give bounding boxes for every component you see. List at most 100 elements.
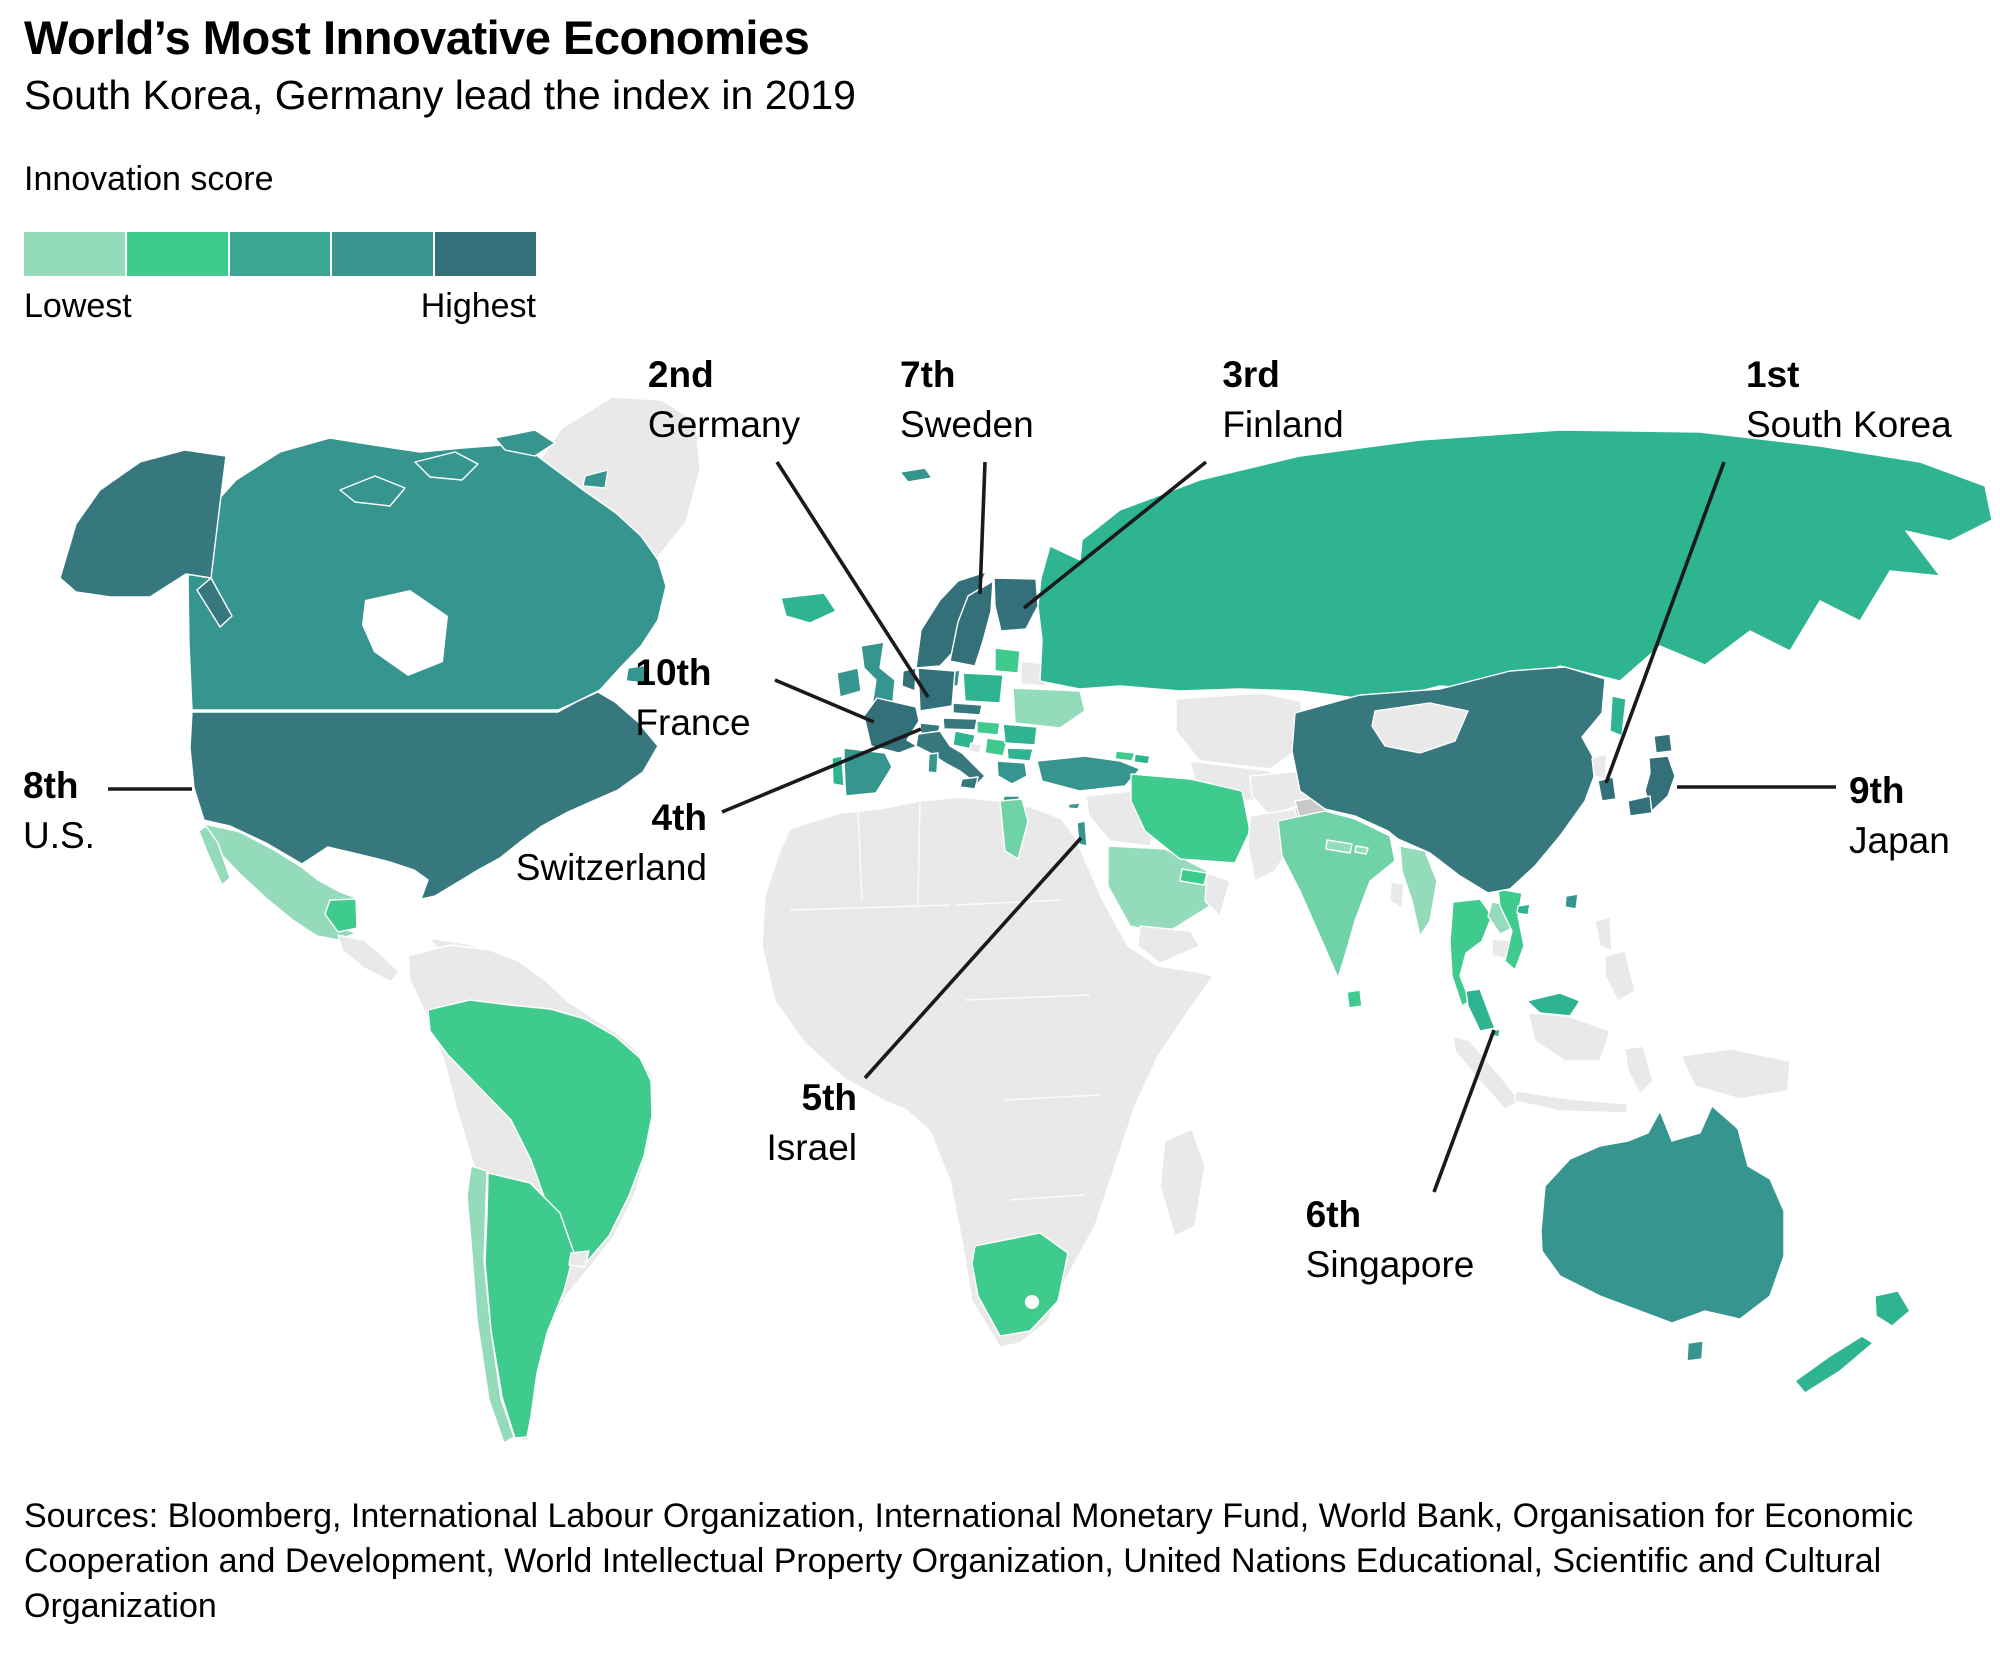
leader-line-france	[774, 678, 875, 724]
annotation-israel: 5th Israel	[767, 1073, 857, 1174]
alaska-panhandle	[196, 577, 233, 628]
country-bangladesh	[1389, 881, 1405, 909]
annotation-japan-rank: 9th	[1849, 770, 1905, 811]
italy-sicily	[959, 776, 979, 790]
country-hungary	[976, 720, 1001, 736]
country-japan	[1644, 755, 1676, 812]
japan-hokkaido	[1653, 733, 1673, 754]
annotation-france-country: France	[635, 702, 751, 744]
annotation-germany: 2nd Germany	[648, 350, 800, 451]
country-bhutan	[1354, 845, 1369, 855]
legend-swatch-3	[229, 232, 331, 276]
country-philippines	[1594, 916, 1613, 952]
annotation-singapore-country: Singapore	[1305, 1244, 1475, 1286]
country-malaysia-peninsula	[1465, 988, 1496, 1032]
leader-line-israel	[863, 836, 1083, 1080]
country-canada-newfoundland	[625, 664, 649, 684]
country-ireland	[836, 667, 862, 698]
new-guinea	[1680, 1048, 1791, 1100]
country-guatemala	[324, 898, 358, 933]
country-mongolia	[1371, 702, 1469, 754]
country-russia	[1037, 429, 1993, 702]
annotation-israel-rank: 5th	[801, 1077, 858, 1118]
canada-arctic-island-1	[339, 475, 406, 507]
annotation-us: 8th U.S.	[23, 761, 95, 862]
annotation-france-rank: 10th	[635, 652, 712, 693]
annotation-us-rank: 8th	[23, 765, 79, 806]
legend-color-scale	[24, 232, 536, 276]
country-romania	[1002, 723, 1038, 746]
country-georgia	[1114, 750, 1136, 762]
country-sweden	[949, 580, 994, 667]
country-united-kingdom	[860, 641, 896, 707]
country-uruguay	[568, 1250, 590, 1268]
philippines-south	[1604, 950, 1636, 1002]
country-australia	[1540, 1105, 1785, 1324]
country-south-africa	[971, 1232, 1069, 1337]
annotation-sweden-rank: 7th	[900, 354, 956, 395]
country-thailand	[1449, 898, 1493, 1007]
country-france	[863, 697, 920, 754]
sources-note: Sources: Bloomberg, International Labour…	[24, 1497, 1914, 1625]
legend-swatch-1	[24, 232, 125, 276]
annotation-sweden: 7th Sweden	[900, 350, 1034, 451]
country-greece	[996, 760, 1028, 785]
legend-highest-label: Highest	[420, 287, 536, 325]
country-cyprus	[1067, 802, 1081, 810]
country-spain	[843, 747, 893, 797]
country-germany	[917, 667, 956, 712]
annotation-japan-country: Japan	[1849, 820, 1950, 862]
annotation-france: 10th France	[635, 648, 750, 749]
annotation-finland: 3rd Finland	[1222, 350, 1343, 451]
hudson-bay	[362, 590, 448, 676]
indonesia-sumatra	[1452, 1035, 1521, 1110]
annotation-switzerland-country: Switzerland	[515, 847, 707, 889]
country-ukraine	[1012, 687, 1086, 729]
annotation-switzerland: 4th Switzerland	[516, 793, 707, 894]
annotation-singapore: 6th Singapore	[1306, 1190, 1475, 1291]
country-finland	[993, 577, 1039, 632]
annotation-south-korea-country: South Korea	[1746, 404, 1952, 446]
country-taiwan	[1564, 893, 1579, 910]
country-nepal	[1325, 839, 1353, 854]
country-myanmar	[1399, 845, 1438, 937]
country-tunisia	[999, 798, 1029, 860]
indonesia-sulawesi	[1624, 1045, 1654, 1095]
country-austria	[942, 717, 978, 731]
legend-swatch-5	[435, 232, 536, 276]
country-bosnia	[968, 742, 983, 754]
indonesia-java	[1514, 1090, 1629, 1114]
legend-lowest-label: Lowest	[24, 287, 132, 325]
country-sri-lanka	[1346, 989, 1363, 1009]
country-united-states	[189, 691, 659, 900]
annotation-finland-rank: 3rd	[1222, 354, 1280, 395]
country-alaska	[59, 449, 227, 598]
page-subtitle: South Korea, Germany lead the index in 2…	[24, 72, 856, 118]
country-brazil	[427, 999, 653, 1265]
country-italy	[915, 730, 986, 785]
country-turkey	[1036, 755, 1141, 792]
annotation-south-korea: 1st South Korea	[1746, 350, 1952, 451]
legend-title: Innovation score	[24, 160, 274, 198]
country-madagascar	[1159, 1128, 1206, 1237]
svalbard	[899, 467, 933, 483]
country-czech-republic	[952, 702, 983, 716]
legend-swatch-2	[126, 232, 228, 276]
country-afghanistan	[1249, 770, 1311, 817]
country-china	[1291, 666, 1606, 894]
annotation-singapore-rank: 6th	[1305, 1194, 1362, 1235]
new-zealand-south	[1794, 1335, 1874, 1394]
africa-no-data	[761, 796, 1214, 1348]
china-hainan	[1516, 903, 1531, 916]
country-argentina	[484, 1172, 575, 1439]
legend-swatch-4	[332, 232, 434, 276]
italy-sardinia	[927, 752, 939, 774]
annotation-sweden-country: Sweden	[900, 404, 1034, 446]
leader-line-germany	[775, 461, 930, 698]
country-bulgaria	[1006, 747, 1034, 762]
country-serbia	[984, 737, 1008, 757]
annotation-us-country: U.S.	[23, 815, 95, 857]
annotation-finland-country: Finland	[1222, 404, 1344, 446]
new-zealand-north	[1874, 1290, 1911, 1327]
